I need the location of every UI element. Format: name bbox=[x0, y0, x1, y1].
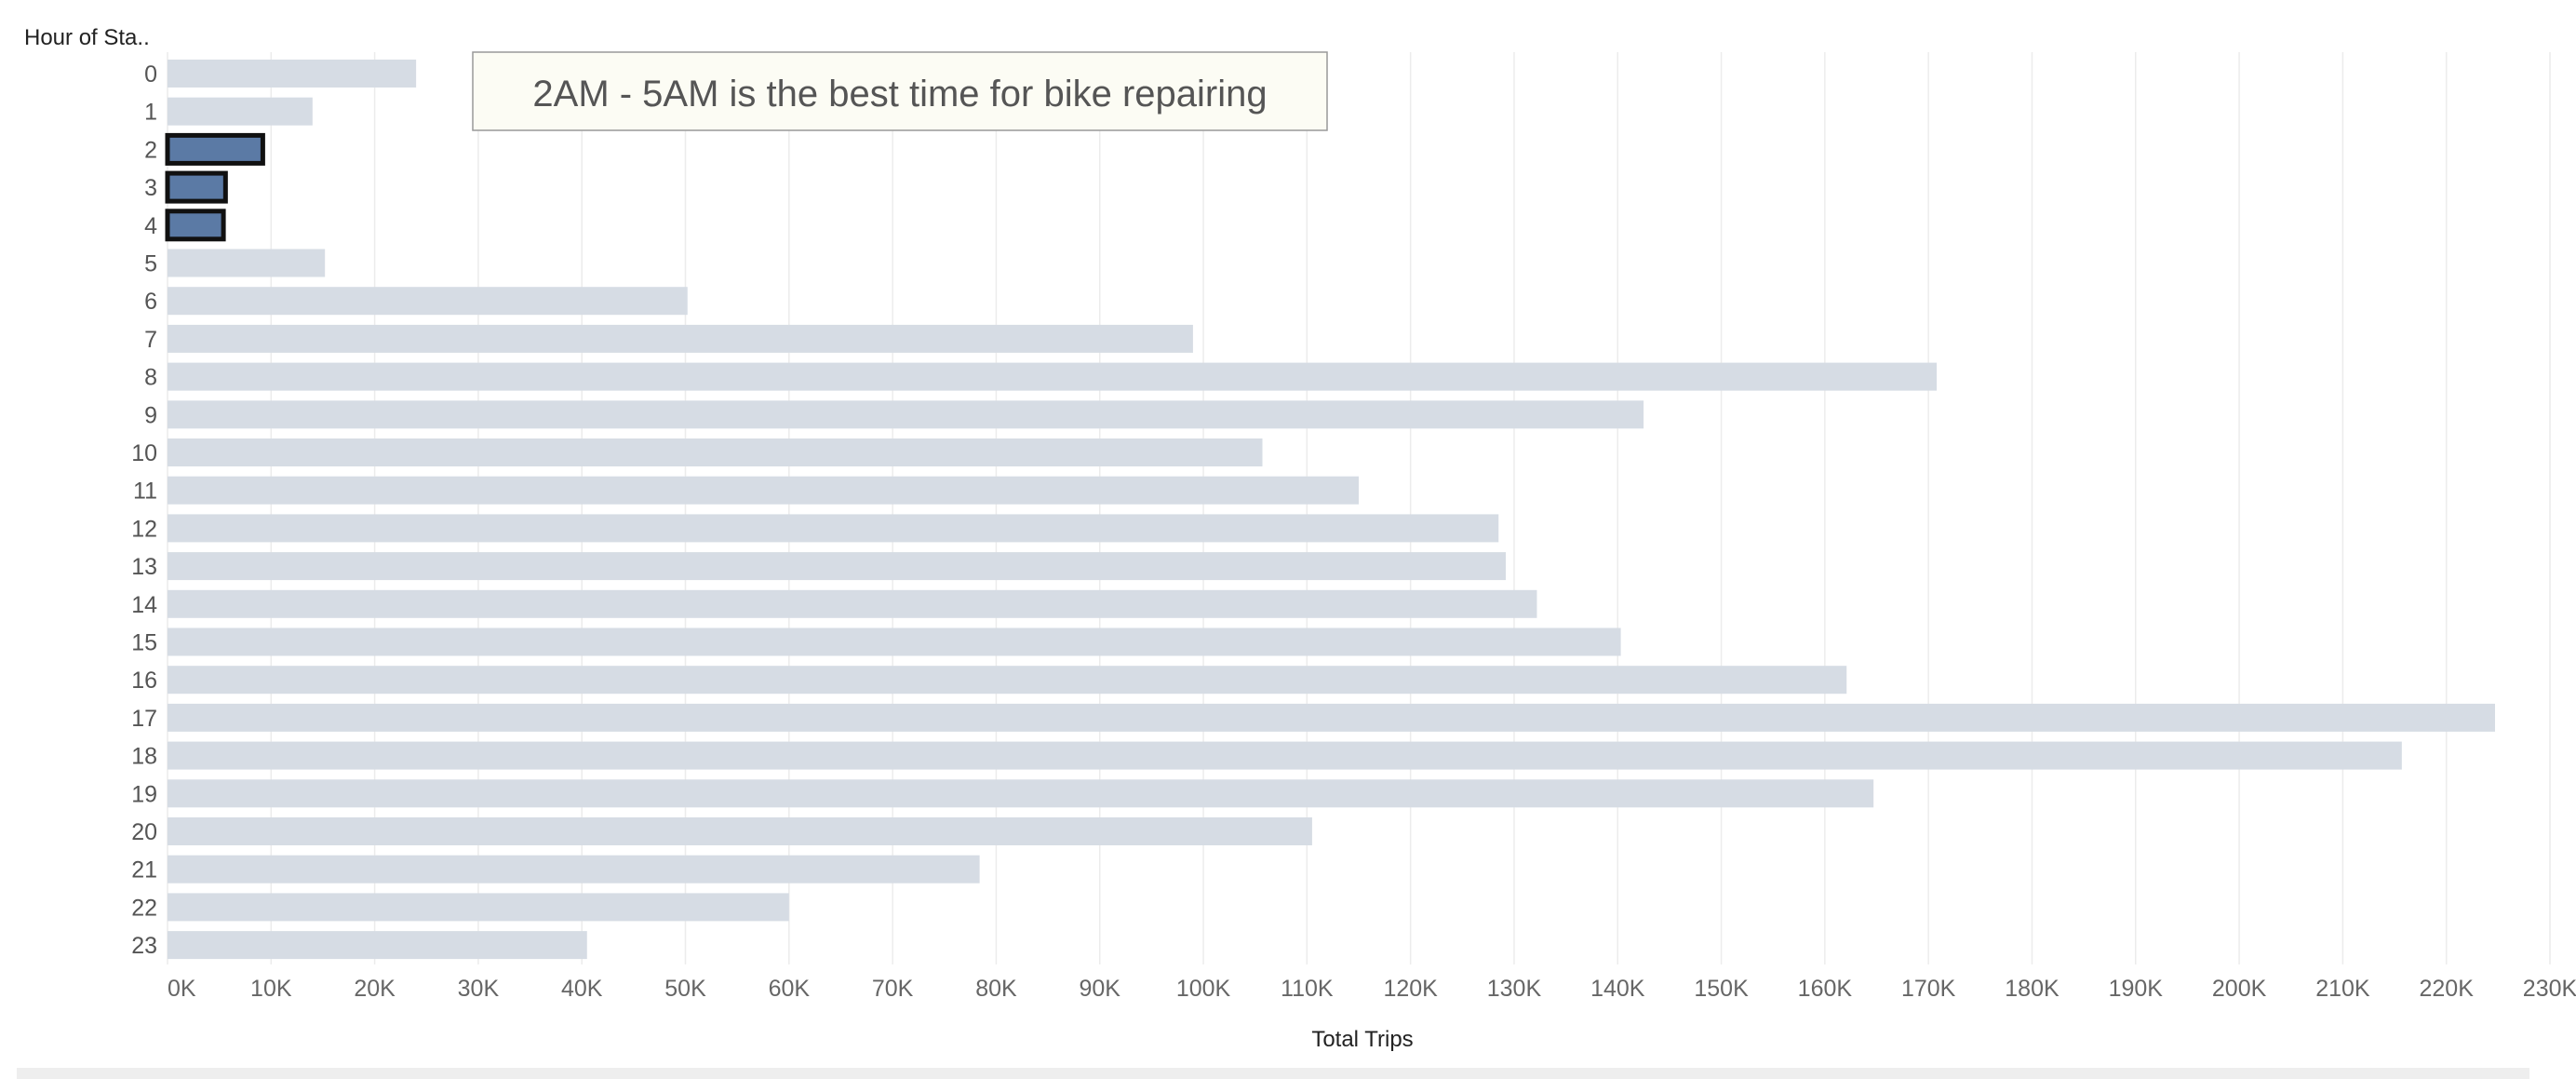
row-label-14: 14 bbox=[131, 592, 157, 618]
row-label-21: 21 bbox=[131, 857, 157, 883]
row-label-8: 8 bbox=[144, 365, 157, 391]
x-tick-label: 220K bbox=[2420, 976, 2475, 1002]
row-label-6: 6 bbox=[144, 289, 157, 315]
row-label-18: 18 bbox=[131, 744, 157, 770]
x-tick-label: 130K bbox=[1487, 976, 1542, 1002]
bar-hour-18[interactable] bbox=[168, 741, 2402, 770]
bar-hour-20[interactable] bbox=[168, 817, 1312, 845]
bar-hour-16[interactable] bbox=[168, 666, 1847, 695]
row-label-0: 0 bbox=[144, 61, 157, 88]
row-label-10: 10 bbox=[131, 440, 157, 466]
x-tick-label: 110K bbox=[1281, 976, 1334, 1002]
row-label-16: 16 bbox=[131, 668, 157, 694]
row-label-17: 17 bbox=[131, 706, 157, 732]
row-label-20: 20 bbox=[131, 819, 157, 845]
x-tick-label: 70K bbox=[872, 976, 914, 1002]
annotation-rect bbox=[472, 51, 1328, 131]
annotation-box: 2AM - 5AM is the best time for bike repa… bbox=[472, 51, 1328, 131]
x-axis-title: Total Trips bbox=[1311, 1027, 1413, 1052]
bar-hour-4[interactable] bbox=[165, 209, 226, 242]
x-tick-label: 50K bbox=[664, 976, 706, 1002]
bar-hour-12[interactable] bbox=[168, 514, 1499, 543]
row-label-12: 12 bbox=[131, 516, 157, 542]
bar-hour-3[interactable] bbox=[165, 170, 228, 204]
row-label-3: 3 bbox=[144, 175, 157, 201]
row-label-9: 9 bbox=[144, 402, 157, 428]
bar-hour-0[interactable] bbox=[168, 60, 417, 88]
x-tick-label: 90K bbox=[1079, 976, 1120, 1002]
x-tick-label: 20K bbox=[354, 976, 396, 1002]
bar-hour-8[interactable] bbox=[168, 362, 1938, 391]
row-label-1: 1 bbox=[144, 100, 157, 126]
bar-hour-5[interactable] bbox=[168, 249, 326, 277]
bar-hour-17[interactable] bbox=[168, 703, 2496, 732]
bar-hour-22[interactable] bbox=[168, 893, 789, 922]
row-label-4: 4 bbox=[144, 213, 157, 239]
bar-hour-10[interactable] bbox=[168, 438, 1263, 466]
row-label-22: 22 bbox=[131, 895, 157, 921]
x-tick-label: 80K bbox=[975, 976, 1017, 1002]
bar-hour-14[interactable] bbox=[168, 589, 1537, 618]
row-label-15: 15 bbox=[131, 630, 157, 656]
x-tick-label: 200K bbox=[2212, 976, 2267, 1002]
bar-hour-1[interactable] bbox=[168, 97, 313, 126]
x-tick-label: 0K bbox=[168, 976, 196, 1002]
row-label-7: 7 bbox=[144, 327, 157, 353]
x-tick-label: 180K bbox=[2005, 976, 2059, 1002]
x-tick-label: 160K bbox=[1798, 976, 1853, 1002]
x-tick-label: 60K bbox=[769, 976, 811, 1002]
row-label-19: 19 bbox=[131, 781, 157, 807]
row-label-23: 23 bbox=[131, 933, 157, 959]
row-label-11: 11 bbox=[133, 479, 157, 505]
bar-hour-7[interactable] bbox=[168, 324, 1193, 353]
bar-hour-23[interactable] bbox=[168, 931, 587, 960]
annotation-text: 2AM - 5AM is the best time for bike repa… bbox=[532, 74, 1267, 115]
x-axis-ticks: 0K 10K 20K 30K 40K 50K 60K 70K 80K 90K 100K 110K 120… bbox=[168, 976, 2576, 1002]
row-header: Hour of Sta.. bbox=[24, 25, 150, 50]
bar-hour-2[interactable] bbox=[165, 132, 265, 166]
x-tick-label: 170K bbox=[1901, 976, 1956, 1002]
bar-hour-21[interactable] bbox=[168, 855, 980, 883]
x-tick-label: 190K bbox=[2109, 976, 2164, 1002]
row-label-13: 13 bbox=[131, 554, 157, 580]
x-tick-label: 230K bbox=[2523, 976, 2576, 1002]
bars bbox=[165, 60, 2496, 960]
grid-lines bbox=[167, 52, 2551, 964]
bar-hour-13[interactable] bbox=[168, 552, 1507, 581]
x-tick-label: 100K bbox=[1176, 976, 1231, 1002]
x-tick-label: 10K bbox=[250, 976, 292, 1002]
horizontal-scrollbar[interactable] bbox=[17, 1068, 2529, 1079]
bar-hour-9[interactable] bbox=[168, 400, 1644, 429]
row-label-5: 5 bbox=[144, 251, 157, 277]
x-tick-label: 40K bbox=[561, 976, 603, 1002]
bar-hour-11[interactable] bbox=[168, 476, 1359, 505]
x-tick-label: 140K bbox=[1590, 976, 1645, 1002]
x-tick-label: 210K bbox=[2315, 976, 2370, 1002]
x-tick-label: 30K bbox=[458, 976, 500, 1002]
bar-hour-19[interactable] bbox=[168, 779, 1874, 808]
x-tick-label: 150K bbox=[1694, 976, 1749, 1002]
x-tick-label: 120K bbox=[1383, 976, 1438, 1002]
bar-hour-15[interactable] bbox=[168, 627, 1621, 656]
bar-hour-6[interactable] bbox=[168, 287, 688, 316]
row-label-2: 2 bbox=[144, 137, 157, 163]
